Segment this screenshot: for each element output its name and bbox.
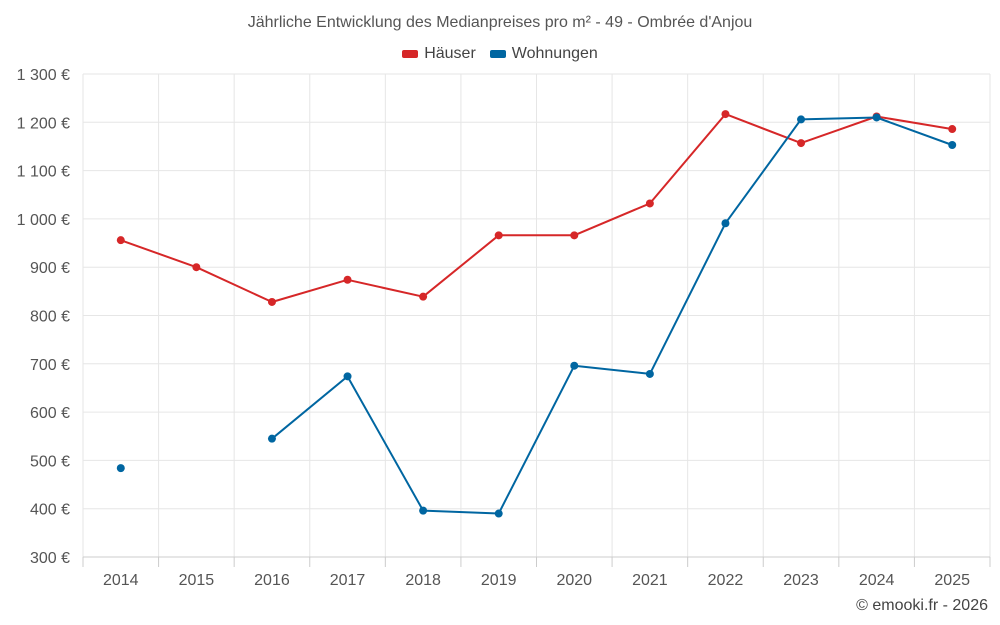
data-point-wohnungen xyxy=(343,372,352,381)
data-point-wohnungen xyxy=(419,506,428,515)
y-tick-label: 800 € xyxy=(30,309,70,326)
data-point-haeuser xyxy=(192,263,201,272)
chart-title: Jährliche Entwicklung des Medianpreises … xyxy=(247,14,753,31)
legend-label-wohnungen: Wohnungen xyxy=(511,45,598,62)
y-tick-label: 1 300 € xyxy=(17,67,70,84)
legend-swatch-wohnungen xyxy=(489,50,506,58)
x-tick-label: 2020 xyxy=(556,572,592,589)
data-point-wohnungen xyxy=(645,369,654,378)
x-tick-label: 2022 xyxy=(708,572,744,589)
data-point-haeuser xyxy=(797,139,806,148)
data-point-wohnungen xyxy=(721,219,730,228)
x-tick-label: 2024 xyxy=(859,572,895,589)
x-tick-label: 2014 xyxy=(103,572,139,589)
legend-swatch-haeuser xyxy=(402,50,419,58)
data-point-haeuser xyxy=(948,125,957,134)
x-tick-label: 2018 xyxy=(405,572,441,589)
legend-label-haeuser: Häuser xyxy=(424,45,476,62)
y-tick-label: 1 200 € xyxy=(17,115,70,132)
data-point-haeuser xyxy=(645,199,654,208)
series-line-haeuser xyxy=(120,113,953,303)
data-point-wohnungen xyxy=(494,509,503,518)
data-point-haeuser xyxy=(721,110,730,119)
data-point-wohnungen xyxy=(267,434,276,443)
x-tick-label: 2023 xyxy=(783,572,819,589)
grid xyxy=(82,73,991,558)
y-tick-label: 900 € xyxy=(30,260,70,277)
data-point-haeuser xyxy=(343,275,352,284)
series-line-wohnungen xyxy=(271,116,953,515)
y-tick-label: 500 € xyxy=(30,453,70,470)
x-tick-label: 2015 xyxy=(179,572,215,589)
y-tick-label: 700 € xyxy=(30,357,70,374)
data-point-wohnungen xyxy=(948,141,957,150)
data-point-wohnungen xyxy=(872,113,881,122)
y-tick-label: 600 € xyxy=(30,405,70,422)
y-tick-label: 1 000 € xyxy=(17,212,70,229)
legend: Häuser Wohnungen xyxy=(0,45,1000,63)
y-tick-label: 1 100 € xyxy=(17,164,70,181)
x-tick-label: 2016 xyxy=(254,572,290,589)
data-point-wohnungen xyxy=(116,464,125,473)
data-point-haeuser xyxy=(419,292,428,301)
data-point-haeuser xyxy=(570,231,579,240)
series xyxy=(116,110,957,518)
x-tick-label: 2017 xyxy=(330,572,366,589)
legend-item-haeuser[interactable]: Häuser xyxy=(402,45,476,63)
credits[interactable]: © emooki.fr - 2026 xyxy=(856,597,988,614)
y-tick-label: 400 € xyxy=(30,502,70,519)
data-point-haeuser xyxy=(494,231,503,240)
data-point-wohnungen xyxy=(570,361,579,370)
data-point-wohnungen xyxy=(797,115,806,124)
legend-item-wohnungen[interactable]: Wohnungen xyxy=(489,45,598,63)
x-tick-label: 2021 xyxy=(632,572,668,589)
data-point-haeuser xyxy=(267,297,276,306)
x-tick-label: 2025 xyxy=(934,572,970,589)
y-tick-label: 300 € xyxy=(30,550,70,567)
data-point-haeuser xyxy=(116,236,125,245)
x-tick-label: 2019 xyxy=(481,572,517,589)
axes: 300 € 400 € 500 € 600 € 700 € 800 € 900 € 1 000… xyxy=(17,67,991,589)
